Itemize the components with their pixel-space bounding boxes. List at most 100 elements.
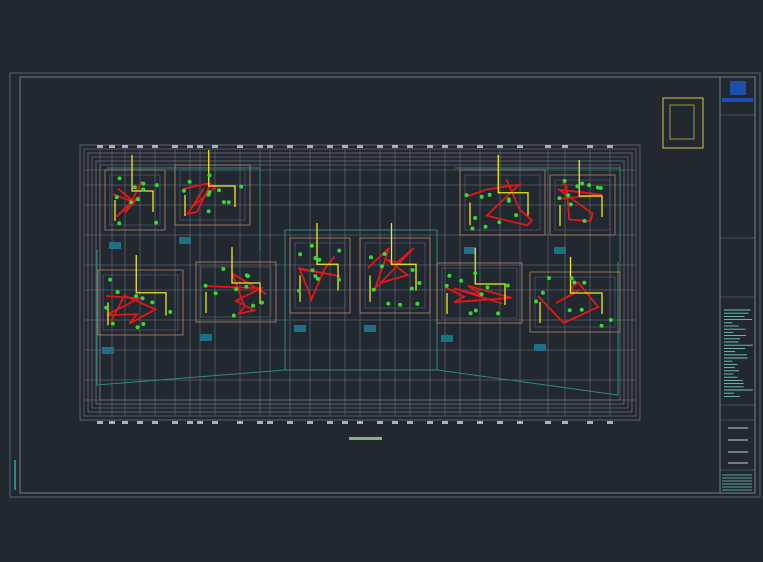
fixture xyxy=(398,302,403,307)
fixture xyxy=(213,291,218,296)
axis-bubble xyxy=(442,421,448,424)
fixture xyxy=(444,283,449,288)
axis-bubble xyxy=(187,421,193,424)
fixture xyxy=(310,268,315,273)
lighting-circuit xyxy=(446,248,506,314)
fixture xyxy=(410,268,415,272)
axis-bubble xyxy=(287,421,293,424)
fixture xyxy=(298,252,303,257)
fixture xyxy=(114,195,119,200)
fixture xyxy=(479,292,484,297)
lighting-circuit xyxy=(184,150,236,216)
axis-bubble xyxy=(287,145,293,148)
axis-bubble xyxy=(545,421,551,424)
fixture xyxy=(540,290,545,295)
unit-inner-wall xyxy=(364,242,426,309)
power-circuit xyxy=(203,271,267,316)
axis-bubble xyxy=(152,421,158,424)
fixture xyxy=(260,300,264,305)
axis-bubble xyxy=(427,421,433,424)
axis-bubble xyxy=(545,145,551,148)
axis-bubble xyxy=(477,145,483,148)
fixture xyxy=(575,184,580,189)
unit-wall xyxy=(174,164,251,226)
axis-bubble xyxy=(392,421,398,424)
lighting-circuit xyxy=(107,255,167,326)
axis-bubble xyxy=(457,145,463,148)
fixture xyxy=(580,181,585,186)
fixture xyxy=(221,267,226,271)
unit-inner-wall xyxy=(200,266,272,318)
fixture xyxy=(206,209,211,214)
axis-bubble xyxy=(267,145,273,148)
fixture xyxy=(409,286,414,291)
axis-bubble xyxy=(172,421,178,424)
axis-bubble xyxy=(342,145,348,148)
axis-bubble xyxy=(122,421,128,424)
axis-bubble xyxy=(152,145,158,148)
fixture xyxy=(369,255,373,260)
room-tag xyxy=(294,325,306,332)
axis-bubble xyxy=(327,145,333,148)
fixture xyxy=(572,280,577,285)
lighting-circuit xyxy=(369,223,417,302)
key-plan xyxy=(662,97,704,149)
power-circuit xyxy=(297,255,341,303)
fixture xyxy=(371,287,376,292)
fixture xyxy=(485,285,490,290)
unit-wall xyxy=(436,262,523,324)
unit-inner-wall xyxy=(464,174,541,231)
fixture xyxy=(226,200,231,205)
fixture xyxy=(386,301,391,306)
fixture xyxy=(337,248,342,253)
fixture xyxy=(104,305,109,310)
fixture xyxy=(547,276,551,281)
axis-bubble xyxy=(377,421,383,424)
fixture xyxy=(582,280,587,285)
room-tag xyxy=(534,344,546,351)
power-circuit xyxy=(112,180,143,218)
unit-wall xyxy=(459,169,546,236)
fixture xyxy=(566,193,571,198)
axis-bubble xyxy=(307,145,313,148)
fixture xyxy=(608,318,613,322)
fixture xyxy=(470,226,475,231)
fixture xyxy=(246,274,250,279)
axis-bubble xyxy=(562,421,568,424)
fixture xyxy=(599,323,604,328)
axis-bubble xyxy=(427,145,433,148)
fixture xyxy=(317,257,322,262)
fixture xyxy=(141,181,146,186)
drawing-frame xyxy=(19,76,756,494)
axis-bubble xyxy=(517,145,523,148)
fixture xyxy=(141,187,146,192)
axis-bubble xyxy=(442,145,448,148)
power-circuit xyxy=(555,183,603,223)
room-tag xyxy=(364,325,376,332)
fixture xyxy=(468,311,473,316)
axis-bubble xyxy=(137,421,143,424)
fixture xyxy=(239,184,244,189)
scale-bar xyxy=(349,437,382,440)
fixture xyxy=(505,283,510,288)
fixture xyxy=(135,197,140,202)
fixture xyxy=(567,308,572,313)
unit-inner-wall xyxy=(554,179,611,231)
axis-bubble xyxy=(587,421,593,424)
fixture xyxy=(464,193,469,198)
axis-bubble xyxy=(357,145,363,148)
axis-bubble xyxy=(187,145,193,148)
key-plan-inner xyxy=(669,104,695,140)
axis-bubble xyxy=(137,145,143,148)
fixture xyxy=(234,287,239,292)
axis-bubble xyxy=(497,145,503,148)
power-circuit xyxy=(537,281,600,325)
room-tag xyxy=(441,335,453,342)
unit-inner-wall xyxy=(109,174,161,226)
fixture xyxy=(473,271,478,276)
room-tag xyxy=(102,347,114,354)
fixture xyxy=(568,202,573,207)
axis-bubble xyxy=(197,145,203,148)
axis-bubble xyxy=(109,421,115,424)
